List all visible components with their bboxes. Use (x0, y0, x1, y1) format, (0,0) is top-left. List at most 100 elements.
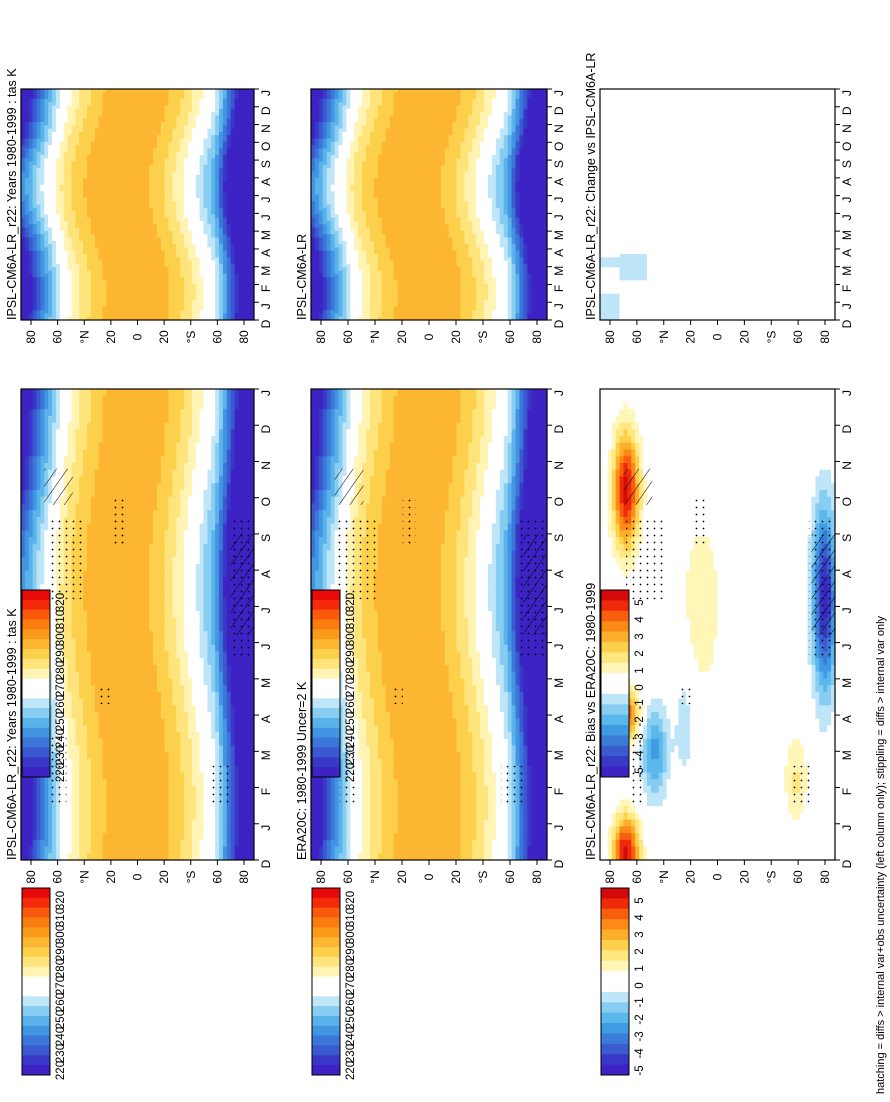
field-cell (52, 184, 57, 189)
field-cell (21, 234, 26, 239)
field-cell (184, 765, 189, 774)
field-cell (234, 671, 240, 679)
field-cell (121, 617, 127, 626)
field-cell (121, 792, 127, 801)
field-cell (168, 489, 174, 498)
field-cell (40, 108, 45, 113)
field-cell (21, 402, 26, 410)
field-cell (79, 604, 84, 612)
field-cell (191, 483, 197, 491)
field-cell (219, 543, 224, 552)
month-tick-label: J (259, 825, 273, 831)
field-cell (90, 752, 96, 760)
field-cell (21, 577, 26, 585)
field-cell (55, 658, 61, 666)
field-cell (21, 516, 26, 525)
field-cell (71, 812, 76, 821)
field-cell (67, 389, 73, 397)
field-cell (172, 745, 177, 753)
field-cell (55, 89, 61, 93)
field-cell (59, 691, 65, 700)
field-cell (125, 530, 131, 538)
field-cell (24, 476, 30, 484)
field-cell (40, 221, 45, 225)
field-cell (222, 476, 228, 484)
field-cell (141, 664, 146, 673)
field-cell (226, 685, 232, 693)
field-cell (195, 597, 201, 605)
field-cell (149, 711, 154, 720)
field-cell (94, 597, 100, 605)
field-cell (207, 449, 212, 457)
field-cell (21, 125, 26, 130)
field-cell (141, 550, 146, 558)
field-cell (59, 98, 65, 103)
field-cell (156, 469, 162, 478)
field-cell (125, 483, 131, 491)
field-cell (83, 711, 88, 720)
field-cell (67, 745, 73, 753)
field-cell (83, 725, 88, 733)
field-cell (176, 812, 181, 821)
field-cell (24, 442, 30, 451)
field-cell (114, 469, 119, 478)
field-cell (172, 563, 177, 572)
field-cell (63, 644, 69, 653)
field-cell (199, 853, 205, 860)
field-cell (191, 523, 197, 531)
field-cell (21, 181, 26, 186)
field-cell (28, 131, 34, 136)
field-cell (156, 658, 162, 666)
field-cell (98, 799, 104, 807)
field-cell (55, 95, 61, 100)
field-cell (219, 611, 224, 619)
field-cell (59, 839, 65, 848)
field-cell (141, 496, 146, 504)
field-cell (67, 415, 73, 424)
field-cell (168, 718, 174, 727)
field-cell (180, 436, 185, 444)
field-cell (79, 496, 84, 504)
field-cell (63, 409, 69, 417)
field-cell (141, 785, 146, 794)
field-cell (87, 678, 92, 686)
field-cell (191, 765, 197, 774)
field-cell (98, 395, 104, 404)
field-cell (67, 604, 73, 612)
field-cell (83, 691, 88, 700)
field-cell (83, 429, 88, 437)
field-cell (21, 277, 26, 281)
field-cell (246, 402, 251, 410)
field-cell (59, 201, 65, 206)
field-cell (145, 550, 150, 558)
field-cell (133, 510, 139, 518)
field-cell (153, 833, 158, 841)
field-cell (156, 483, 162, 491)
field-cell (187, 389, 193, 397)
field-cell (87, 651, 92, 659)
field-cell (28, 194, 34, 199)
field-cell (207, 389, 212, 397)
field-cell (63, 442, 69, 451)
field-cell (184, 489, 189, 498)
field-cell (106, 705, 111, 713)
field-cell (44, 227, 49, 232)
field-cell (32, 402, 38, 410)
field-cell (145, 476, 150, 484)
field-cell (168, 516, 174, 525)
field-cell (195, 705, 201, 713)
field-cell (110, 557, 115, 565)
field-cell (87, 671, 92, 679)
field-cell (21, 792, 26, 801)
field-cell (63, 833, 69, 841)
field-cell (222, 516, 228, 525)
field-cell (40, 267, 45, 272)
field-cell (222, 833, 228, 841)
field-cell (44, 168, 49, 173)
field-cell (238, 429, 243, 437)
field-cell (125, 537, 131, 545)
field-cell (24, 217, 30, 222)
field-cell (21, 184, 26, 189)
field-cell (94, 530, 100, 538)
month-tick-label: A (259, 715, 273, 723)
